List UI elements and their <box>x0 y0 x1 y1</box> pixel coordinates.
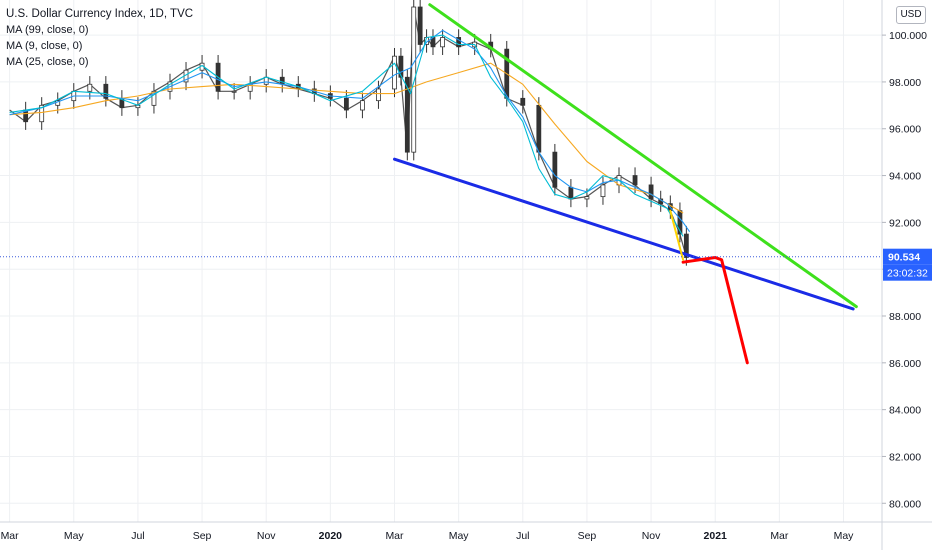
y-tick-label: 82.000 <box>889 451 921 463</box>
price-candle <box>231 90 237 93</box>
y-tick-label: 98.000 <box>889 77 921 89</box>
price-candle <box>683 233 689 258</box>
price-candle <box>376 88 381 102</box>
drawings-layer <box>0 3 882 365</box>
price-candle <box>536 104 542 153</box>
price-candle <box>263 76 269 85</box>
countdown-label: 23:02:32 <box>887 268 928 280</box>
price-label: 90.534 <box>888 252 920 264</box>
red-projection <box>681 256 749 365</box>
indicator-ma-99[interactable]: MA (99, close, 0) <box>6 24 89 36</box>
price-candle <box>632 175 638 186</box>
price-candle <box>648 184 654 200</box>
chart-legend: U.S. Dollar Currency Index, 1D, TVC MA (… <box>6 6 193 70</box>
indicator-ma-9[interactable]: MA (9, close, 0) <box>6 40 83 52</box>
x-tick-label: 2020 <box>319 530 343 542</box>
x-tick-label: Nov <box>257 530 276 542</box>
grid-lines <box>0 0 882 522</box>
price-candle <box>87 83 93 92</box>
y-tick-label: 100.000 <box>889 30 927 42</box>
x-tick-label: Jul <box>516 530 529 542</box>
price-candle <box>552 151 558 188</box>
price-candle <box>392 55 397 90</box>
indicator-ma-25[interactable]: MA (25, close, 0) <box>6 56 89 68</box>
y-tick-label: 88.000 <box>889 311 921 323</box>
x-tick-label: Mar <box>1 530 20 542</box>
x-tick-label: Sep <box>193 530 212 542</box>
series-ma-25 <box>9 29 691 233</box>
x-tick-label: Sep <box>578 530 597 542</box>
blue-trendline <box>392 157 855 311</box>
y-tick-label: 92.000 <box>889 217 921 229</box>
price-candle <box>343 97 349 111</box>
x-tick-label: Mar <box>770 530 789 542</box>
price-label-box <box>883 248 932 265</box>
x-tick-label: Nov <box>642 530 661 542</box>
series-ma-9 <box>9 34 684 237</box>
price-candle <box>39 104 45 123</box>
x-tick-label: Jul <box>131 530 144 542</box>
y-tick-label: 84.000 <box>889 405 921 417</box>
price-candle <box>404 76 410 153</box>
y-tick-label: 86.000 <box>889 358 921 370</box>
x-tick-label: 2021 <box>704 530 728 542</box>
x-tick-label: Mar <box>385 530 404 542</box>
green-trendline <box>428 3 858 309</box>
y-tick-label: 94.000 <box>889 171 921 183</box>
chart-title: U.S. Dollar Currency Index, 1D, TVC <box>6 8 194 20</box>
price-candle <box>151 90 157 106</box>
x-tick-label: May <box>64 530 85 542</box>
price-candle <box>411 6 417 153</box>
yellow-segment <box>669 209 685 261</box>
price-candle <box>520 97 526 106</box>
y-tick-label: 96.000 <box>889 124 921 136</box>
price-candle <box>398 55 404 78</box>
countdown-label-box <box>883 264 932 281</box>
currency-button[interactable]: USD <box>896 6 926 24</box>
price-candle <box>279 76 285 85</box>
x-tick-label: May <box>834 530 855 542</box>
x-tick-label: May <box>449 530 470 542</box>
price-candle <box>360 100 365 111</box>
price-candle <box>568 186 574 200</box>
price-candle <box>584 196 590 200</box>
price-candle <box>417 6 423 45</box>
y-tick-label: 80.000 <box>889 498 921 510</box>
price-candle <box>456 37 462 48</box>
series-layer <box>9 0 691 266</box>
price-candle <box>440 37 446 48</box>
price-candle <box>600 184 606 198</box>
price-candle <box>103 83 109 99</box>
